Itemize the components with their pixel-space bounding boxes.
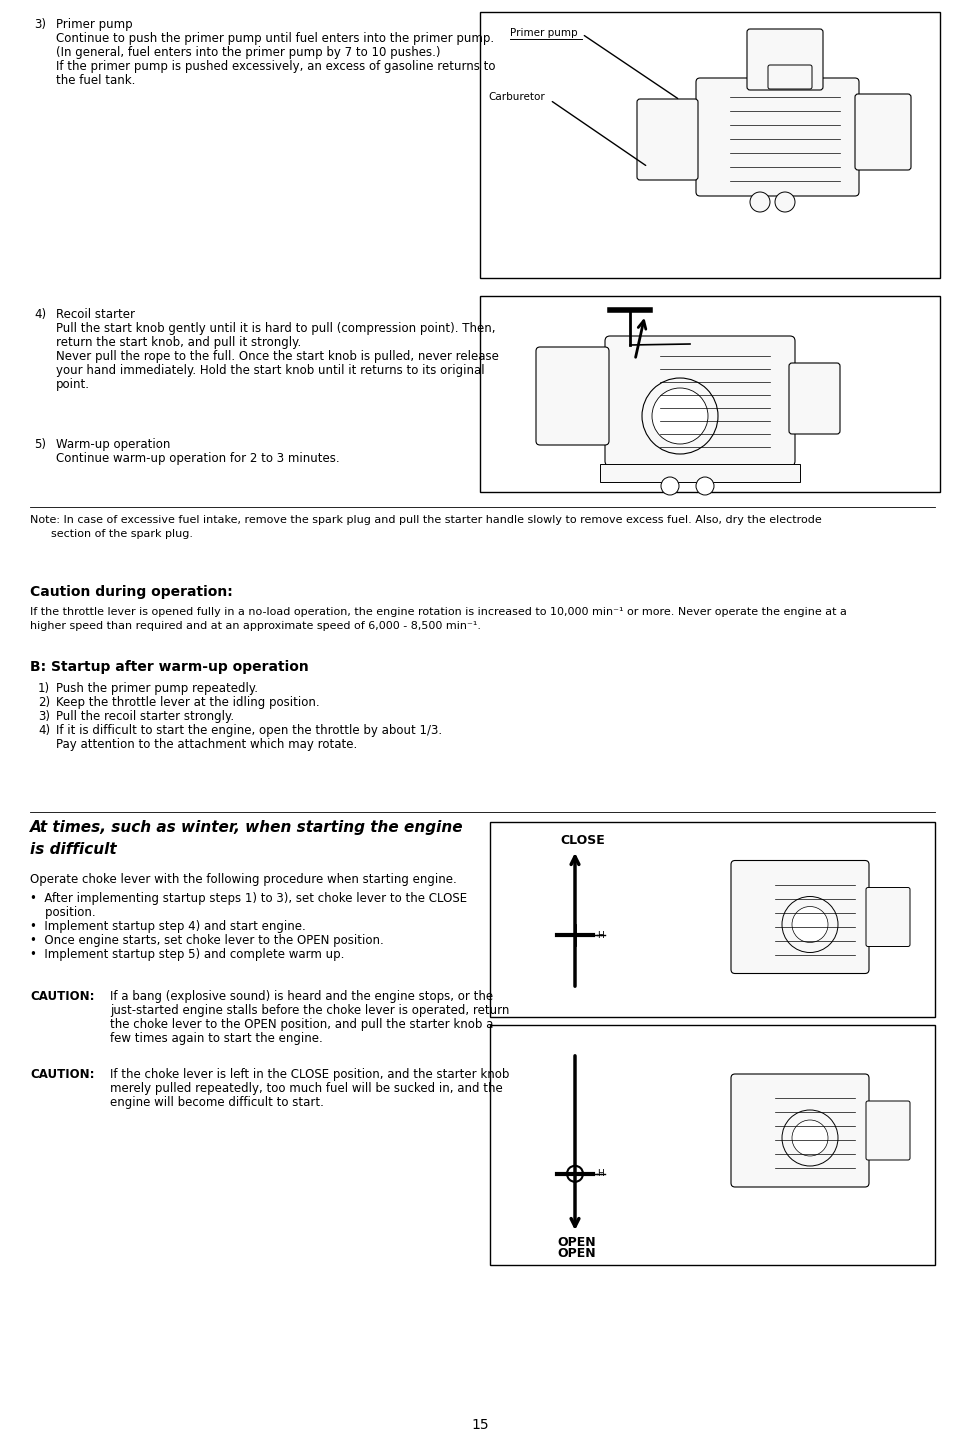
Text: the fuel tank.: the fuel tank.: [56, 74, 135, 87]
Text: B: Startup after warm-up operation: B: Startup after warm-up operation: [30, 660, 309, 673]
Text: section of the spark plug.: section of the spark plug.: [30, 529, 193, 539]
Text: If a bang (explosive sound) is heard and the engine stops, or the: If a bang (explosive sound) is heard and…: [110, 990, 493, 1003]
Text: 15: 15: [471, 1418, 489, 1432]
FancyBboxPatch shape: [768, 65, 812, 88]
Circle shape: [642, 378, 718, 455]
Bar: [480, 295, 940, 492]
Text: OPEN: OPEN: [557, 1237, 595, 1250]
FancyBboxPatch shape: [600, 463, 800, 482]
Circle shape: [775, 193, 795, 211]
Circle shape: [782, 896, 838, 953]
Text: OPEN: OPEN: [557, 1247, 595, 1260]
Text: At times, such as winter, when starting the engine: At times, such as winter, when starting …: [30, 820, 464, 835]
Text: Continue to push the primer pump until fuel enters into the primer pump.: Continue to push the primer pump until f…: [56, 32, 494, 45]
Text: your hand immediately. Hold the start knob until it returns to its original: your hand immediately. Hold the start kn…: [56, 363, 485, 376]
Text: If it is difficult to start the engine, open the throttle by about 1/3.: If it is difficult to start the engine, …: [56, 724, 443, 737]
Text: •  After implementing startup steps 1) to 3), set choke lever to the CLOSE: • After implementing startup steps 1) to…: [30, 892, 468, 905]
Text: 4): 4): [38, 724, 50, 737]
Text: Primer pump: Primer pump: [56, 17, 132, 30]
Text: CLOSE: CLOSE: [560, 834, 605, 847]
Circle shape: [696, 476, 714, 495]
FancyBboxPatch shape: [536, 348, 609, 445]
Text: higher speed than required and at an approximate speed of 6,000 - 8,500 min⁻¹.: higher speed than required and at an app…: [30, 621, 481, 631]
Text: Keep the throttle lever at the idling position.: Keep the throttle lever at the idling po…: [56, 696, 320, 710]
Text: Primer pump: Primer pump: [510, 28, 578, 38]
Text: Never pull the rope to the full. Once the start knob is pulled, never release: Never pull the rope to the full. Once th…: [56, 350, 499, 363]
Text: the choke lever to the OPEN position, and pull the starter knob a: the choke lever to the OPEN position, an…: [110, 1018, 493, 1031]
FancyBboxPatch shape: [866, 1100, 910, 1160]
FancyBboxPatch shape: [731, 860, 869, 973]
FancyBboxPatch shape: [866, 888, 910, 947]
Text: Push the primer pump repeatedly.: Push the primer pump repeatedly.: [56, 682, 258, 695]
FancyBboxPatch shape: [605, 336, 795, 466]
Text: 3): 3): [38, 710, 50, 723]
Text: is difficult: is difficult: [30, 841, 116, 857]
Bar: [480, 12, 940, 278]
FancyBboxPatch shape: [855, 94, 911, 169]
Text: •  Implement startup step 4) and start engine.: • Implement startup step 4) and start en…: [30, 919, 305, 933]
Text: •  Once engine starts, set choke lever to the OPEN position.: • Once engine starts, set choke lever to…: [30, 934, 384, 947]
Text: Pull the recoil starter strongly.: Pull the recoil starter strongly.: [56, 710, 234, 723]
Text: If the primer pump is pushed excessively, an excess of gasoline returns to: If the primer pump is pushed excessively…: [56, 59, 495, 72]
FancyBboxPatch shape: [731, 1074, 869, 1187]
Circle shape: [661, 476, 679, 495]
Text: merely pulled repeatedly, too much fuel will be sucked in, and the: merely pulled repeatedly, too much fuel …: [110, 1082, 503, 1095]
Text: Operate choke lever with the following procedure when starting engine.: Operate choke lever with the following p…: [30, 873, 457, 886]
Text: Pull the start knob gently until it is hard to pull (compression point). Then,: Pull the start knob gently until it is h…: [56, 321, 495, 334]
Text: CAUTION:: CAUTION:: [30, 990, 94, 1003]
FancyBboxPatch shape: [747, 29, 823, 90]
Text: Carburetor: Carburetor: [488, 93, 544, 101]
Text: Caution during operation:: Caution during operation:: [30, 585, 232, 599]
Text: CAUTION:: CAUTION:: [30, 1069, 94, 1082]
Text: 4): 4): [34, 308, 46, 321]
Text: Pay attention to the attachment which may rotate.: Pay attention to the attachment which ma…: [56, 738, 357, 752]
Circle shape: [652, 388, 708, 445]
Text: Continue warm-up operation for 2 to 3 minutes.: Continue warm-up operation for 2 to 3 mi…: [56, 452, 340, 465]
FancyBboxPatch shape: [637, 98, 698, 180]
Circle shape: [792, 1119, 828, 1156]
Text: If the choke lever is left in the CLOSE position, and the starter knob: If the choke lever is left in the CLOSE …: [110, 1069, 510, 1082]
Text: If the throttle lever is opened fully in a no-load operation, the engine rotatio: If the throttle lever is opened fully in…: [30, 607, 847, 617]
Text: (In general, fuel enters into the primer pump by 7 to 10 pushes.): (In general, fuel enters into the primer…: [56, 46, 441, 59]
Text: return the start knob, and pull it strongly.: return the start knob, and pull it stron…: [56, 336, 301, 349]
Text: Note: In case of excessive fuel intake, remove the spark plug and pull the start: Note: In case of excessive fuel intake, …: [30, 515, 822, 526]
FancyBboxPatch shape: [789, 363, 840, 434]
Text: few times again to start the engine.: few times again to start the engine.: [110, 1032, 323, 1045]
Circle shape: [792, 906, 828, 943]
FancyBboxPatch shape: [696, 78, 859, 195]
Text: Warm-up operation: Warm-up operation: [56, 437, 170, 450]
Bar: [490, 1025, 935, 1266]
Circle shape: [567, 1166, 583, 1182]
Text: •  Implement startup step 5) and complete warm up.: • Implement startup step 5) and complete…: [30, 948, 345, 961]
Text: 1): 1): [38, 682, 50, 695]
Text: point.: point.: [56, 378, 90, 391]
Text: just-started engine stalls before the choke lever is operated, return: just-started engine stalls before the ch…: [110, 1003, 510, 1016]
Text: 5): 5): [34, 437, 46, 450]
Bar: [490, 822, 935, 1016]
Text: 2): 2): [38, 696, 50, 710]
Text: engine will become difficult to start.: engine will become difficult to start.: [110, 1096, 324, 1109]
Circle shape: [782, 1111, 838, 1166]
Text: H: H: [597, 1170, 604, 1179]
Text: position.: position.: [30, 906, 96, 919]
Text: Recoil starter: Recoil starter: [56, 308, 135, 321]
Text: H: H: [597, 931, 604, 940]
Text: 3): 3): [34, 17, 46, 30]
Circle shape: [750, 193, 770, 211]
